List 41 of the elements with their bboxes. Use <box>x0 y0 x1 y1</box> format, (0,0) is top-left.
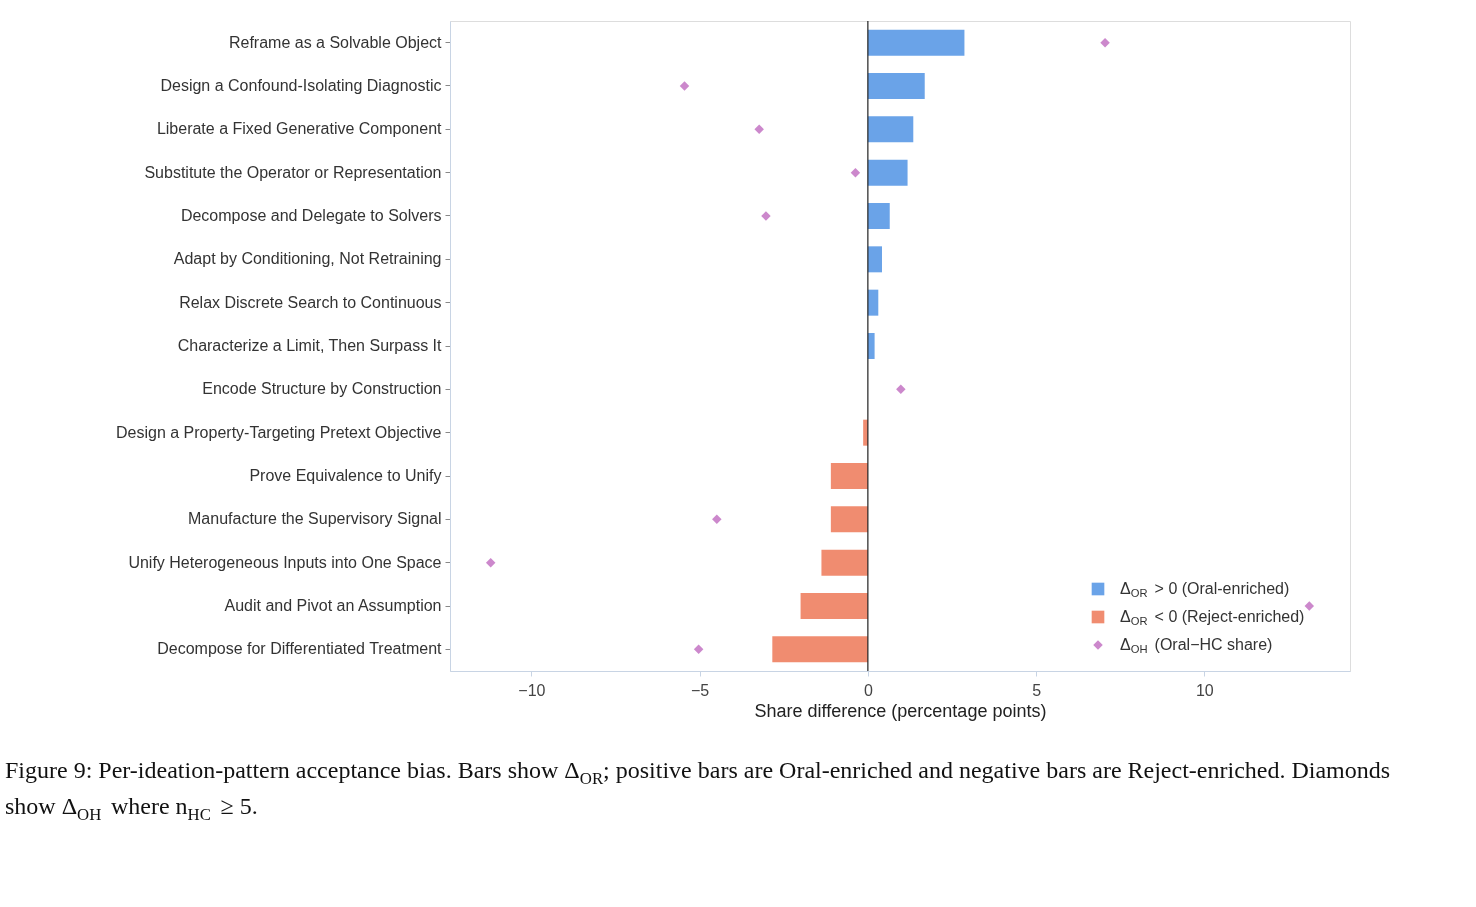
point <box>712 514 722 525</box>
bar <box>830 506 868 533</box>
y-tick-label: Prove Equivalence to Unify <box>249 467 442 484</box>
x-tick-label: 5 <box>1032 681 1042 699</box>
point <box>1304 601 1315 611</box>
bar <box>867 29 965 56</box>
bar <box>867 203 890 229</box>
x-tick-label: 10 <box>1195 681 1214 699</box>
y-tick-label: Liberate a Fixed Generative Component <box>156 120 443 138</box>
y-tick-label: Design a Property-Targeting Pretext Objective <box>116 423 442 441</box>
point <box>850 167 861 178</box>
bar <box>772 636 868 663</box>
y-tick-label: Substitute the Operator or Representation <box>144 163 442 181</box>
point <box>485 557 496 568</box>
bar <box>830 463 868 489</box>
y-tick-label: Characterize a Limit, Then Surpass It <box>177 337 443 354</box>
x-tick-label: −10 <box>518 681 546 699</box>
y-tick-label: Relax Discrete Search to Continuous <box>179 293 442 311</box>
y-tick-label: Encode Structure by Construction <box>202 380 442 398</box>
point <box>896 384 906 395</box>
y-tick-label: Unify Heterogeneous Inputs into One Space <box>128 553 442 571</box>
point <box>1100 37 1110 48</box>
y-tick-label: Audit and Pivot an Assumption <box>224 597 442 614</box>
point <box>679 81 690 91</box>
bar <box>867 73 925 99</box>
point <box>693 644 704 655</box>
bar <box>867 116 914 143</box>
x-axis-title: Share difference (percentage points) <box>754 700 1047 721</box>
bar <box>800 593 868 619</box>
x-tick-label: −5 <box>691 681 710 699</box>
y-tick-label: Reframe as a Solvable Object <box>228 33 443 51</box>
y-tick-label: Design a Confound-Isolating Diagnostic <box>160 77 442 94</box>
bar <box>867 246 882 273</box>
y-tick-label: Adapt by Conditioning, Not Retraining <box>173 250 442 268</box>
x-tick-label: 0 <box>863 681 873 699</box>
y-tick-label: Manufacture the Supervisory Signal <box>188 510 442 528</box>
y-tick-label: Decompose for Differentiated Treatment <box>157 640 443 658</box>
bar <box>821 549 868 576</box>
y-tick-label: Decompose and Delegate to Solvers <box>180 207 442 224</box>
point <box>754 124 764 135</box>
bar <box>867 159 908 186</box>
